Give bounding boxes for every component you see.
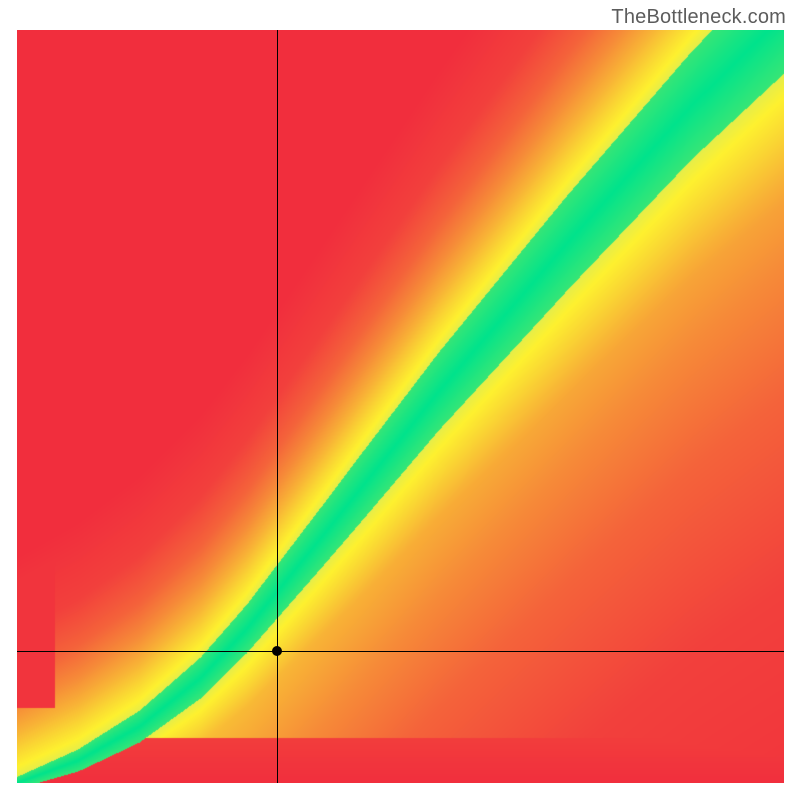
crosshair-vertical xyxy=(277,30,278,783)
bottleneck-heatmap xyxy=(17,30,784,783)
watermark-text: TheBottleneck.com xyxy=(611,6,786,29)
crosshair-horizontal xyxy=(17,651,784,652)
current-point-marker xyxy=(272,646,282,656)
heatmap-canvas xyxy=(17,30,784,783)
